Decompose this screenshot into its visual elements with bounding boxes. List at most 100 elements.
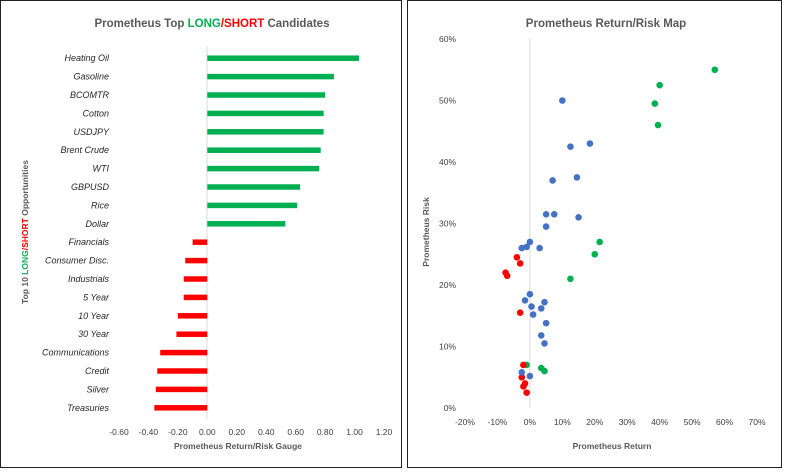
bar-gasoline	[207, 73, 334, 80]
blue-point	[541, 298, 548, 306]
red-point	[516, 309, 524, 316]
bar-silver	[155, 386, 208, 393]
y-tick-label: 30%	[439, 219, 456, 229]
y-tick-label: 10%	[439, 342, 456, 352]
blue-point	[575, 214, 582, 221]
y-tick-label: 40%	[439, 157, 456, 167]
green-point	[567, 275, 574, 283]
green-point	[651, 100, 659, 107]
x-tick-label: 60%	[716, 417, 733, 427]
bar-communications	[160, 349, 208, 356]
long-short-bar-chart-panel: Prometheus Top LONG/SHORT Candidates Top…	[0, 0, 402, 468]
bar-treasuries	[154, 405, 208, 411]
x-tick-label: 0%	[524, 417, 537, 427]
bar-10-year	[177, 313, 208, 319]
scatter-points	[502, 66, 719, 396]
blue-point	[550, 210, 558, 218]
y-tick-label: 0%	[444, 403, 457, 413]
bar-financials	[192, 239, 208, 245]
bar-credit	[157, 368, 208, 374]
category-label: Gasoline	[73, 72, 109, 82]
bar-gbpusd	[207, 184, 301, 190]
bar-heating-oil	[207, 55, 359, 61]
bar-x-tick-labels: -0.60 -0.40 -0.20 0.00 0.20 0.40 0.60 0.80 1.00 1…	[109, 427, 392, 437]
blue-point	[586, 140, 594, 147]
bar-bcomtr	[207, 92, 326, 98]
red-point	[520, 383, 527, 390]
category-label: Rice	[91, 200, 109, 210]
green-point	[591, 250, 599, 258]
category-label: 5 Year	[83, 292, 110, 302]
x-tick-label: -0.60	[109, 427, 129, 437]
scatter-x-tick-labels: -20% -10% 0% 10% 20% 30% 40% 50% 60% 70%	[455, 417, 766, 427]
green-point	[656, 81, 663, 89]
bar-marks	[154, 55, 359, 411]
y-tick-label: 20%	[439, 280, 456, 290]
red-point	[518, 373, 526, 381]
category-label: Consumer Disc.	[45, 256, 109, 266]
x-tick-label: 40%	[651, 417, 668, 427]
category-label: Dollar	[85, 219, 110, 229]
scatter-y-axis-label: Prometheus Risk	[421, 197, 431, 267]
x-tick-label: 0.00	[199, 427, 216, 437]
red-point	[516, 260, 524, 267]
bar-chart-title: Prometheus Top LONG/SHORT Candidates	[95, 18, 330, 30]
category-label: GBPUSD	[71, 182, 110, 192]
scatter-chart-svg: Prometheus Return/Risk Map Prometheus Ri…	[421, 18, 766, 451]
category-label: Credit	[85, 366, 110, 376]
blue-point	[573, 174, 581, 181]
bar-rice	[207, 202, 298, 209]
red-point	[523, 389, 530, 396]
bar-cotton	[207, 110, 324, 117]
scatter-y-tick-labels: 0% 10% 20% 30% 40% 50% 60%	[439, 34, 456, 413]
blue-point	[523, 243, 530, 251]
red-point	[503, 272, 511, 280]
x-tick-label: 1.00	[346, 427, 363, 437]
green-point	[541, 367, 548, 375]
bar-5-year	[183, 294, 208, 301]
x-tick-label: 0.80	[317, 427, 334, 437]
x-tick-label: 10%	[554, 417, 571, 427]
bar-chart-x-axis-label: Prometheus Return/Risk Gauge	[174, 441, 302, 451]
green-point	[654, 121, 662, 129]
category-label: Silver	[86, 384, 110, 394]
blue-point	[549, 177, 556, 184]
x-tick-label: 70%	[748, 417, 765, 427]
x-tick-label: -20%	[455, 417, 475, 427]
blue-point	[529, 311, 537, 318]
blue-point	[567, 143, 574, 150]
x-tick-label: 1.20	[376, 427, 393, 437]
scatter-x-axis-label: Prometheus Return	[573, 441, 652, 451]
bar-chart-y-axis-label: Top 10 LONG/SHORT Opportunities	[20, 160, 30, 304]
blue-point	[526, 372, 534, 380]
category-label: Brent Crude	[60, 145, 109, 155]
category-label: Industrials	[68, 274, 110, 284]
scatter-chart-title: Prometheus Return/Risk Map	[526, 18, 686, 30]
category-label: WTI	[93, 164, 110, 174]
bar-industrials	[183, 276, 208, 282]
x-tick-label: -0.20	[168, 427, 188, 437]
x-tick-label: 0.40	[258, 427, 275, 437]
bar-usdjpy	[207, 129, 324, 135]
category-label: Financials	[68, 237, 109, 247]
bar-brent-crude	[207, 147, 321, 153]
blue-point	[521, 297, 529, 304]
category-label: Communications	[42, 348, 110, 358]
category-label: BCOMTR	[70, 90, 109, 100]
category-label: Treasuries	[67, 403, 109, 413]
category-label: USDJPY	[73, 127, 110, 137]
blue-point	[559, 97, 566, 104]
green-point	[596, 238, 603, 246]
category-label: Cotton	[82, 108, 109, 118]
y-tick-label: 60%	[439, 34, 456, 44]
blue-point	[526, 290, 534, 298]
x-tick-label: -0.40	[139, 427, 159, 437]
bar-dollar	[207, 221, 286, 227]
category-label: 10 Year	[78, 311, 110, 321]
category-label: Heating Oil	[64, 53, 110, 63]
x-tick-label: 50%	[684, 417, 701, 427]
blue-point	[537, 332, 545, 339]
y-tick-label: 50%	[439, 96, 456, 106]
red-point	[520, 361, 527, 369]
bar-wti	[207, 165, 320, 172]
